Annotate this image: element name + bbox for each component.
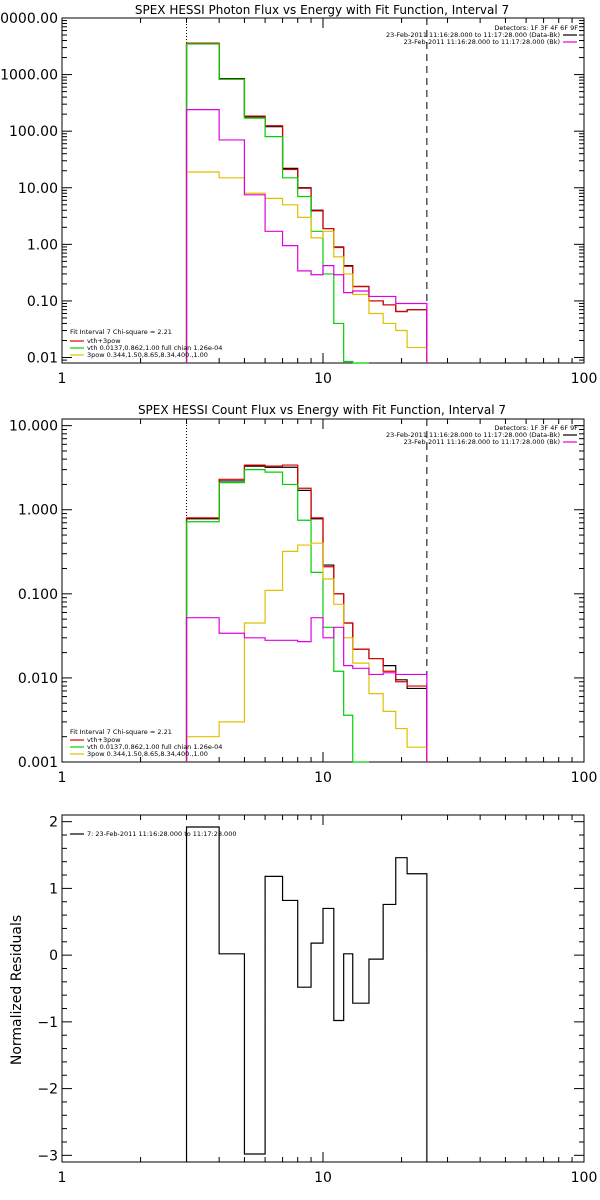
residuals-series [185, 826, 428, 1162]
photon-flux-y-tick-label: 10.00 [18, 181, 58, 197]
count-flux-y-tick-label: 0.100 [18, 587, 58, 603]
residuals-panel: 1 10 100 −3 −2 −1 0 1 2 Normalized Residuals 7: … [9, 814, 597, 1186]
photon-flux-ticks: 1 10 100 0.01 0.10 1.00 10.00 100.00 1000.00 1000… [0, 11, 597, 387]
count-flux-y-tick-label: 1.000 [18, 503, 58, 519]
count-flux-title: SPEX HESSI Count Flux vs Energy with Fit… [138, 403, 506, 417]
photon-flux-reference-lines [186, 18, 428, 363]
count-flux-header-detectors: Detectors: 1F 3F 4F 6F 9F [494, 424, 578, 432]
photon-flux-y-tick-label: 10000.00 [0, 11, 58, 27]
count-flux-legend-label: vth+3pow [87, 736, 121, 744]
count-flux-x-tick-label: 10 [314, 770, 332, 786]
photon-flux-title: SPEX HESSI Photon Flux vs Energy with Fi… [135, 3, 509, 17]
count-flux-y-tick-label: 10.000 [9, 419, 58, 435]
photon-flux-y-tick-label: 100.00 [9, 124, 58, 140]
count-flux-series-1 [185, 465, 428, 762]
photon-flux-y-tick-label: 0.01 [27, 351, 58, 367]
count-flux-panel: SPEX HESSI Count Flux vs Energy with Fit… [9, 403, 597, 786]
photon-flux-fit-info: Fit Interval 7 Chi-square = 2.21 [70, 328, 172, 336]
photon-flux-header-bk: 23-Feb-2011 11:16:28.000 to 11:17:28.000… [404, 38, 560, 46]
count-flux-series [185, 464, 428, 763]
photon-flux-series-4 [185, 171, 428, 363]
residuals-x-tick-label: 1 [58, 1170, 67, 1186]
photon-flux-legend-label: 3pow 0.344,1.50,8.65,8.34,400.,1.00 [87, 351, 208, 359]
photon-flux-y-tick-label: 1.00 [27, 237, 58, 253]
photon-flux-x-tick-label: 10 [314, 371, 332, 387]
count-flux-header-data: 23-Feb-2011 11:16:28.000 to 11:17:28.000… [386, 431, 560, 439]
photon-flux-legend-label: vth+3pow [87, 337, 121, 345]
count-flux-y-tick-label: 0.001 [18, 755, 58, 771]
count-flux-fit-info: Fit Interval 7 Chi-square = 2.21 [70, 728, 172, 736]
residuals-y-axis-label: Normalized Residuals [9, 915, 25, 1065]
residuals-y-tick-label: 0 [49, 948, 58, 964]
photon-flux-header-detectors: Detectors: 1F 3F 4F 6F 9F [494, 24, 578, 32]
residuals-y-tick-label: 2 [49, 815, 58, 831]
count-flux-x-tick-label: 100 [571, 770, 598, 786]
residuals-ticks: 1 10 100 −3 −2 −1 0 1 2 [37, 815, 597, 1186]
residuals-x-tick-label: 10 [314, 1170, 332, 1186]
photon-flux-x-tick-label: 100 [571, 371, 598, 387]
residuals-y-tick-label: −1 [37, 1015, 58, 1031]
photon-flux-y-tick-label: 1000.00 [0, 68, 58, 84]
count-flux-series-2 [185, 464, 428, 762]
photon-flux-series-2 [185, 42, 428, 363]
photon-flux-series-5 [185, 109, 428, 363]
photon-flux-x-tick-label: 1 [58, 371, 67, 387]
residuals-y-tick-label: 1 [49, 881, 58, 897]
photon-flux-panel: SPEX HESSI Photon Flux vs Energy with Fi… [0, 3, 597, 387]
count-flux-ticks: 1 10 100 0.001 0.010 0.100 1.000 10.000 [9, 419, 597, 786]
residuals-y-tick-label: −3 [37, 1148, 58, 1164]
count-flux-header-bk: 23-Feb-2011 11:16:28.000 to 11:17:28.000… [404, 438, 560, 446]
photon-flux-y-tick-label: 0.10 [27, 294, 58, 310]
residuals-x-tick-label: 100 [571, 1170, 598, 1186]
photon-flux-series-3 [185, 43, 369, 364]
residuals-plot-frame [61, 814, 585, 1163]
residuals-series-1 [185, 826, 428, 1162]
count-flux-series-5 [185, 617, 428, 762]
photon-flux-plot-frame [61, 17, 585, 364]
count-flux-x-tick-label: 1 [58, 770, 67, 786]
count-flux-legend-label: 3pow 0.344,1.50,8.65,8.34,400.,1.00 [87, 750, 208, 758]
count-flux-reference-lines [186, 419, 428, 762]
residuals-legend-label: 7: 23-Feb-2011 11:16:28.000 to 11:17:28.… [87, 830, 236, 838]
count-flux-legend-label: vth 0.0137,0.862,1.00 full chian 1.26e-0… [87, 743, 222, 751]
photon-flux-header-data: 23-Feb-2011 11:16:28.000 to 11:17:28.000… [386, 31, 560, 39]
count-flux-y-tick-label: 0.010 [18, 671, 58, 687]
residuals-y-tick-label: −2 [37, 1082, 58, 1098]
photon-flux-legend-label: vth 0.0137,0.862,1.00 full chian 1.26e-0… [87, 344, 222, 352]
count-flux-series-3 [185, 469, 369, 763]
photon-flux-series-1 [185, 43, 428, 363]
count-flux-series-4 [185, 542, 428, 762]
photon-flux-series [185, 42, 428, 364]
